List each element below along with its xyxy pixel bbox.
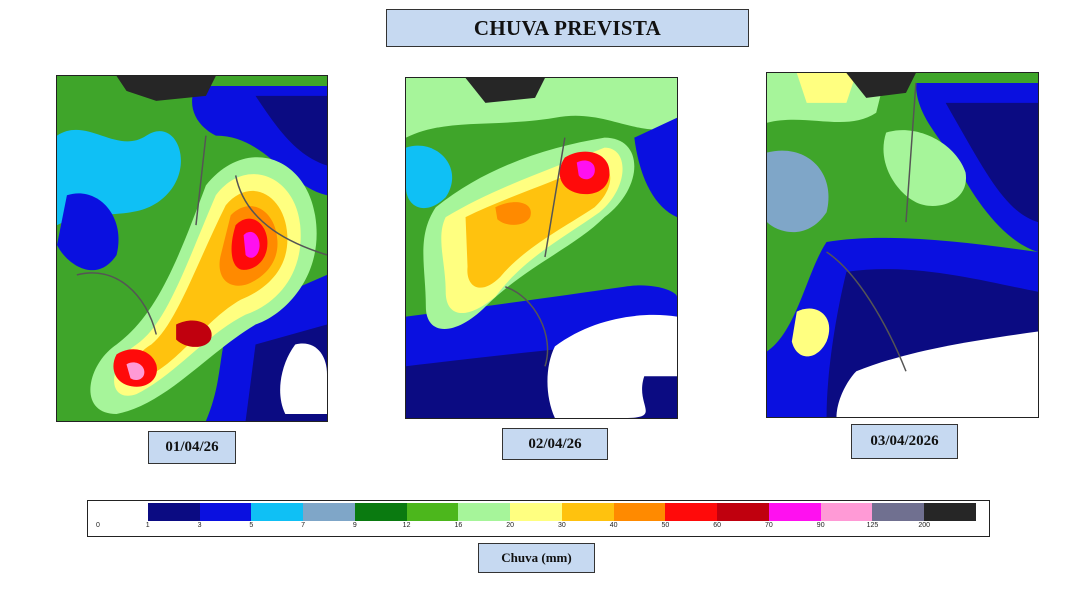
legend-tick-label: 5: [249, 522, 254, 529]
legend-tick-label: 30: [557, 522, 566, 529]
legend-tick-label: 90: [816, 522, 825, 529]
legend-swatch: [251, 503, 304, 521]
page-title: CHUVA PREVISTA: [386, 9, 749, 47]
legend-tick-label: 1: [145, 522, 150, 529]
rainfall-map-day2-icon: [406, 78, 677, 418]
legend-swatch: [354, 503, 407, 521]
color-scale-legend: 0 1 3 5 7 9 12 16 20 30 40 50 60 70 90 125 200: [87, 500, 990, 537]
legend-swatch: [406, 503, 459, 521]
legend-tick-label: 7: [301, 522, 305, 529]
legend-tick-label: 70: [765, 522, 773, 529]
legend-swatch: [303, 503, 355, 521]
rainfall-map-day1: [56, 75, 328, 422]
legend-tick-label: 0: [96, 522, 100, 529]
legend-swatch: [96, 503, 148, 521]
legend-swatch: [665, 503, 718, 521]
rainfall-map-day1-icon: [57, 76, 327, 421]
legend-swatch: [458, 503, 511, 521]
legend-tick-label: 20: [506, 522, 515, 529]
legend-swatch: [561, 503, 614, 521]
rainfall-map-day2: [405, 77, 678, 419]
legend-tick-label: 16: [454, 522, 463, 529]
legend-swatch: [147, 503, 200, 521]
legend-swatch: [872, 503, 925, 521]
legend-tick-label: 9: [352, 522, 357, 529]
rainfall-map-day3-icon: [767, 73, 1038, 417]
legend-swatch: [768, 503, 821, 521]
legend-tick-label: 40: [609, 522, 618, 529]
legend-swatch: [820, 503, 873, 521]
legend-swatch: [717, 503, 769, 521]
legend-tick-label: 200: [918, 522, 931, 529]
legend-tick-label: 125: [866, 522, 879, 529]
legend-color-bar: [96, 503, 977, 521]
legend-tick-label: 50: [661, 522, 670, 529]
legend-tick-label: 3: [197, 522, 202, 529]
rainfall-map-day3: [766, 72, 1039, 418]
legend-swatch: [510, 503, 562, 521]
legend-tick-label: 12: [402, 522, 411, 529]
legend-swatch: [924, 503, 977, 521]
legend-ticks: 0 1 3 5 7 9 12 16 20 30 40 50 60 70 90 125 200: [96, 521, 976, 535]
legend-swatch: [613, 503, 666, 521]
legend-unit-label: Chuva (mm): [478, 543, 595, 573]
map-date-label-1: 01/04/26: [148, 431, 236, 464]
legend-swatch: [199, 503, 252, 521]
map-date-label-2: 02/04/26: [502, 428, 608, 460]
map-date-label-3: 03/04/2026: [851, 424, 958, 459]
legend-tick-label: 60: [713, 522, 722, 529]
